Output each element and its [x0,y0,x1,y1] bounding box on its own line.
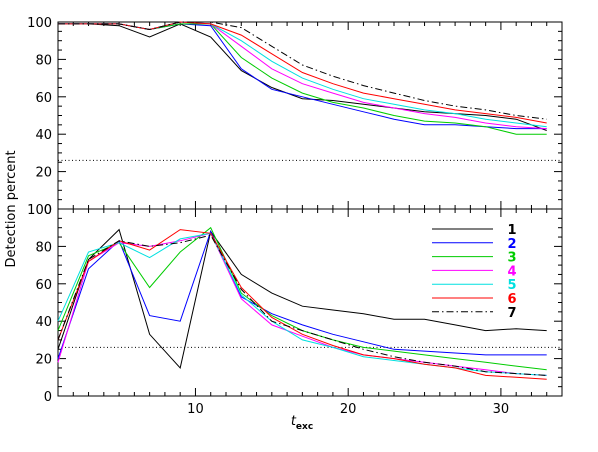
y-tick-label: 0 [44,203,52,218]
y-tick-label: 80 [35,53,52,68]
series-line-1 [57,228,547,369]
y-tick-label: 60 [35,91,52,106]
y-tick-label: 0 [44,390,52,405]
legend-label-5: 5 [507,278,516,293]
legend-label-4: 4 [507,264,516,279]
x-axis-label: texc [291,414,313,432]
y-tick-label: 40 [35,315,52,330]
y-tick-label: 100 [27,203,52,218]
legend-label-7: 7 [507,306,516,321]
series-line-1 [58,23,547,131]
top-panel: 0 20 40 60 80 100 [27,16,563,218]
legend-label-6: 6 [507,292,516,307]
x-tick-label: 10 [187,402,204,417]
y-tick-label: 40 [35,128,52,143]
legend-label-1: 1 [507,223,516,238]
y-tick-label: 100 [27,16,52,31]
series-line-7 [58,21,547,120]
y-tick-label: 20 [35,166,52,181]
series-line-2 [57,230,547,359]
series-line-7 [57,234,547,376]
y-tick-label: 60 [35,278,52,293]
y-axis-label: Detection percent [4,150,19,267]
series-line-6 [57,229,547,380]
series-line-6 [58,21,547,124]
y-tick-label: 20 [35,353,52,368]
x-tick-label: 30 [493,402,510,417]
x-tick-label: 20 [340,402,357,417]
series-line-5 [57,232,547,376]
y-tick-label: 80 [35,240,52,255]
series-line-4 [57,232,547,376]
legend-label-2: 2 [507,237,516,252]
legend-label-3: 3 [507,251,516,266]
